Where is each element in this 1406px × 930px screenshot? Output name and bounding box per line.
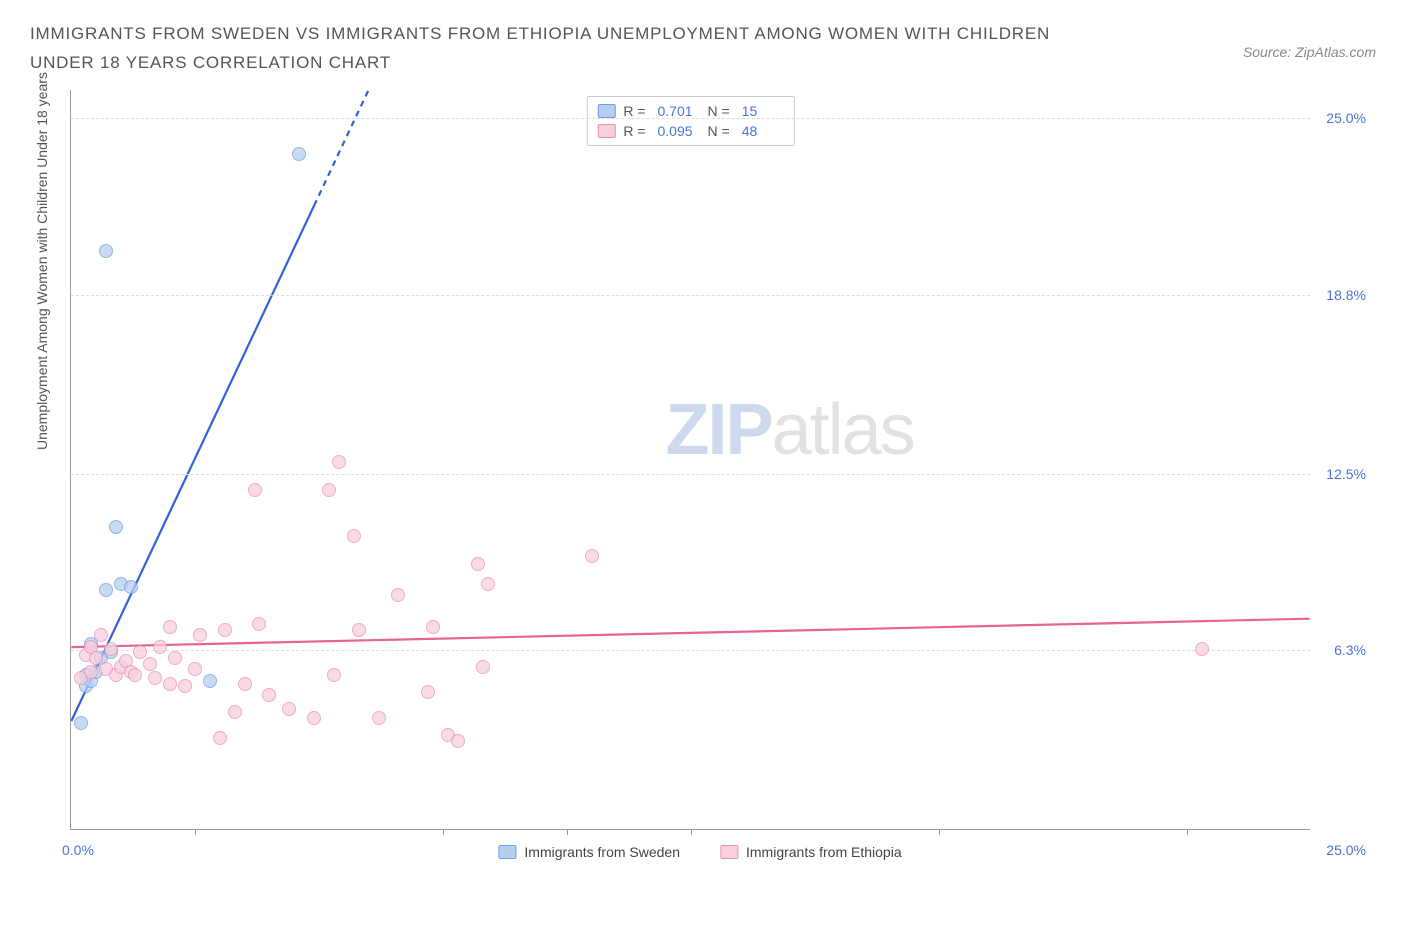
ethiopia-marker [347,529,361,543]
series-legend: Immigrants from Sweden Immigrants from Et… [498,844,901,860]
x-tick [691,829,692,835]
ethiopia-marker [148,671,162,685]
y-tick-label: 6.3% [1334,642,1366,658]
ethiopia-marker [128,668,142,682]
ethiopia-marker [188,662,202,676]
y-tick-label: 25.0% [1326,110,1366,126]
sweden-marker [74,716,88,730]
chart-header: IMMIGRANTS FROM SWEDEN VS IMMIGRANTS FRO… [30,20,1376,78]
legend-swatch [720,845,738,859]
sweden-marker [203,674,217,688]
ethiopia-marker [228,705,242,719]
correlation-chart: Unemployment Among Women with Children U… [30,90,1370,870]
sweden-marker [99,244,113,258]
ethiopia-marker [163,677,177,691]
ethiopia-marker [451,734,465,748]
ethiopia-marker [94,628,108,642]
ethiopia-marker [252,617,266,631]
ethiopia-marker [153,640,167,654]
series-legend-item: Immigrants from Sweden [498,844,680,860]
ethiopia-marker [481,577,495,591]
ethiopia-marker [327,668,341,682]
ethiopia-marker [213,731,227,745]
plot-area: ZIPatlas R =0.701N =15R =0.095N =48 6.3%… [70,90,1310,830]
ethiopia-marker [352,623,366,637]
y-tick-label: 12.5% [1326,466,1366,482]
ethiopia-marker [84,665,98,679]
chart-title: IMMIGRANTS FROM SWEDEN VS IMMIGRANTS FRO… [30,20,1080,78]
chart-source: Source: ZipAtlas.com [1243,44,1376,60]
stats-legend-row: R =0.095N =48 [597,121,783,141]
sweden-marker [292,147,306,161]
ethiopia-marker [248,483,262,497]
stats-legend: R =0.701N =15R =0.095N =48 [586,96,794,146]
ethiopia-marker [218,623,232,637]
ethiopia-marker [391,588,405,602]
ethiopia-marker [178,679,192,693]
x-tick [567,829,568,835]
ethiopia-marker [426,620,440,634]
ethiopia-marker [471,557,485,571]
x-tick [939,829,940,835]
legend-swatch [597,124,615,138]
ethiopia-marker [282,702,296,716]
y-axis-label: Unemployment Among Women with Children U… [34,72,50,450]
sweden-marker [99,583,113,597]
ethiopia-marker [372,711,386,725]
x-axis-origin-label: 0.0% [62,842,94,858]
legend-swatch [597,104,615,118]
x-tick [443,829,444,835]
watermark: ZIPatlas [666,389,914,471]
x-tick [195,829,196,835]
ethiopia-marker [143,657,157,671]
trend-lines [71,90,1310,829]
ethiopia-marker [476,660,490,674]
ethiopia-marker [163,620,177,634]
ethiopia-marker [1195,642,1209,656]
ethiopia-marker [168,651,182,665]
ethiopia-marker [421,685,435,699]
gridline [71,474,1310,475]
legend-swatch [498,845,516,859]
ethiopia-marker [585,549,599,563]
series-legend-item: Immigrants from Ethiopia [720,844,902,860]
x-axis-end-label: 25.0% [1326,842,1366,858]
gridline [71,650,1310,651]
sweden-marker [109,520,123,534]
y-tick-label: 18.8% [1326,287,1366,303]
ethiopia-marker [193,628,207,642]
sweden-marker [124,580,138,594]
ethiopia-marker [322,483,336,497]
gridline [71,295,1310,296]
x-tick [1187,829,1188,835]
ethiopia-marker [238,677,252,691]
ethiopia-marker [307,711,321,725]
ethiopia-marker [332,455,346,469]
gridline [71,118,1310,119]
ethiopia-marker [104,642,118,656]
ethiopia-marker [262,688,276,702]
